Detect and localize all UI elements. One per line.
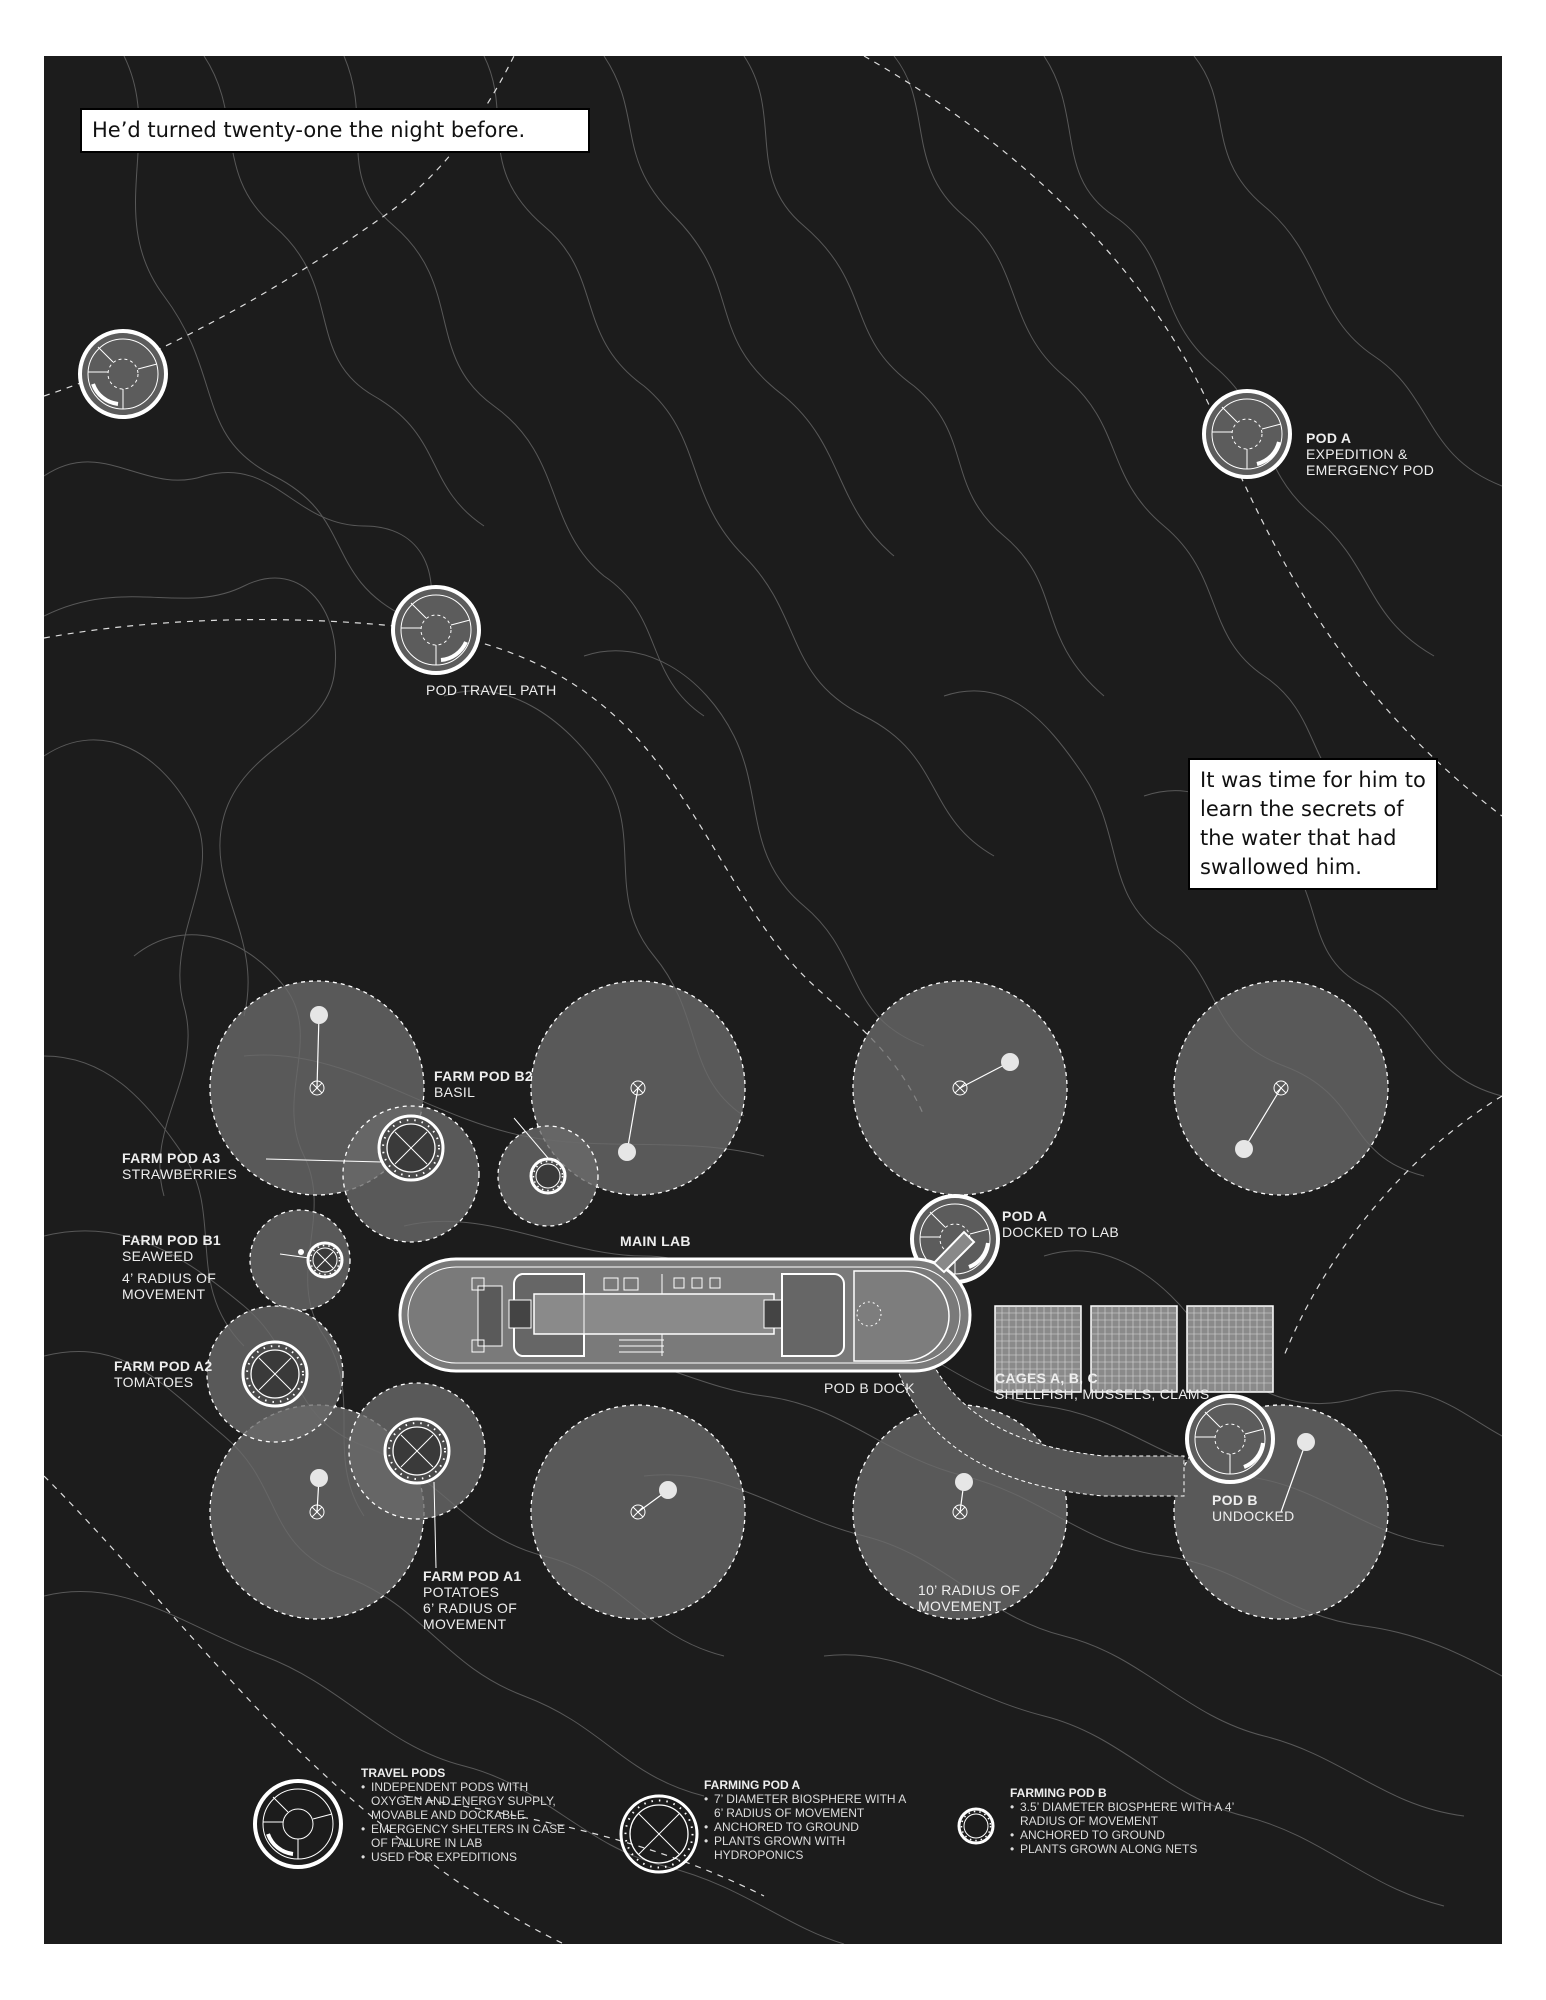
caption-top: He’d turned twenty-one the night before. xyxy=(80,108,590,153)
legend-farming-pod-b-title: FARMING POD B xyxy=(1010,1786,1107,1800)
label-farm-pod-a3-title: FARM POD A3 xyxy=(122,1150,221,1166)
label-pod-b-dock: POD B DOCK xyxy=(824,1380,915,1396)
floating-biospheres xyxy=(310,1006,1315,1499)
label-pod-a-docked-sub: DOCKED TO LAB xyxy=(1002,1224,1119,1240)
label-pod-b-sub: UNDOCKED xyxy=(1212,1508,1295,1524)
label-pod-a-sub: EXPEDITION & EMERGENCY POD xyxy=(1306,446,1435,478)
label-pod-a-title: POD A xyxy=(1306,430,1352,446)
legend-farming-pod-a-list: 7’ DIAMETER BIOSPHERE WITH A 6’ RADIUS O… xyxy=(704,1792,909,1862)
cage-grids xyxy=(995,1306,1273,1392)
label-farm-pod-a1-sub: POTATOES xyxy=(423,1584,500,1600)
label-farm-pod-b1: FARM POD B1 SEAWEED 4’ RADIUS OF MOVEMEN… xyxy=(122,1232,232,1302)
label-farm-pod-b1-title: FARM POD B1 xyxy=(122,1232,221,1248)
label-farm-pod-b1-sub: SEAWEED xyxy=(122,1248,194,1264)
travel-pod-top-left xyxy=(78,329,168,419)
cages xyxy=(994,1305,1274,1393)
main-lab xyxy=(398,1230,976,1373)
cage-b xyxy=(1090,1305,1178,1393)
label-farm-pod-a1: FARM POD A1 POTATOES 6’ RADIUS OF MOVEME… xyxy=(423,1568,533,1632)
caption-middle: It was time for him to learn the secrets… xyxy=(1188,758,1438,890)
farm-pod-b2 xyxy=(529,1157,567,1195)
site-plan xyxy=(44,56,1502,1944)
legend-farming-pod-a-item: 7’ DIAMETER BIOSPHERE WITH A 6’ RADIUS O… xyxy=(704,1792,909,1820)
legend-farming-pod-b-item: 3.5’ DIAMETER BIOSPHERE WITH A 4’ RADIUS… xyxy=(1010,1800,1240,1828)
label-pod-travel-path: POD TRAVEL PATH xyxy=(426,682,557,698)
legend-farming-pod-b-item: PLANTS GROWN ALONG NETS xyxy=(1010,1842,1240,1856)
legend-travel-pods-title: TRAVEL PODS xyxy=(361,1766,446,1780)
legend-farming-pod-a-item: PLANTS GROWN WITH HYDROPONICS xyxy=(704,1834,909,1862)
cage-a xyxy=(994,1305,1082,1393)
legend-farming-pod-a-item: ANCHORED TO GROUND xyxy=(704,1820,909,1834)
legend-farming-pod-b-icon xyxy=(957,1807,995,1845)
label-pod-b: POD B UNDOCKED xyxy=(1212,1492,1295,1524)
label-pod-a-docked-title: POD A xyxy=(1002,1208,1048,1224)
travel-pod-path xyxy=(391,585,481,675)
farm-pod-a3 xyxy=(377,1114,445,1182)
map-board: He’d turned twenty-one the night before.… xyxy=(44,56,1502,1944)
zone-farm-pod-b1 xyxy=(249,1209,351,1311)
label-farm-pod-b2-sub: BASIL xyxy=(434,1084,476,1100)
anchor-points xyxy=(309,1080,1289,1520)
label-cages-sub: SHELLFISH, MUSSELS, CLAMS xyxy=(995,1386,1210,1402)
label-farm-pod-a2: FARM POD A2 TOMATOES xyxy=(114,1358,212,1390)
cage-c xyxy=(1186,1305,1274,1393)
label-ten-radius: 10’ RADIUS OF MOVEMENT xyxy=(918,1582,1021,1614)
legend-travel-pods-list: INDEPENDENT PODS WITH OXYGEN AND ENERGY … xyxy=(361,1780,576,1864)
label-farm-pod-a2-sub: TOMATOES xyxy=(114,1374,194,1390)
legend-farming-pod-b-list: 3.5’ DIAMETER BIOSPHERE WITH A 4’ RADIUS… xyxy=(1010,1800,1240,1856)
leader-lines xyxy=(265,1117,549,1569)
legend-travel-pods-item: USED FOR EXPEDITIONS xyxy=(361,1850,576,1864)
legend-travel-pods-item: INDEPENDENT PODS WITH OXYGEN AND ENERGY … xyxy=(361,1780,576,1822)
legend-travel-pod-icon xyxy=(253,1779,343,1869)
label-farm-pod-b2: FARM POD B2 BASIL xyxy=(434,1068,533,1100)
label-pod-a: POD A EXPEDITION & EMERGENCY POD xyxy=(1306,430,1456,478)
label-main-lab: MAIN LAB xyxy=(620,1233,691,1249)
travel-pod-a-top-right xyxy=(1202,389,1292,479)
label-farm-pod-a1-radius: 6’ RADIUS OF MOVEMENT xyxy=(423,1600,518,1632)
label-pod-b-title: POD B xyxy=(1212,1492,1258,1508)
label-cages: CAGES A, B, C SHELLFISH, MUSSELS, CLAMS xyxy=(995,1370,1209,1402)
label-farm-pod-b2-title: FARM POD B2 xyxy=(434,1068,533,1084)
legend-farming-pod-a-icon xyxy=(619,1794,699,1874)
farm-pod-a1 xyxy=(383,1417,451,1485)
label-farm-pod-b1-radius: 4’ RADIUS OF MOVEMENT xyxy=(122,1270,217,1302)
label-farm-pod-a3-sub: STRAWBERRIES xyxy=(122,1166,238,1182)
farm-pod-a2 xyxy=(241,1340,309,1408)
farm-pod-b1 xyxy=(306,1241,344,1279)
legend-farming-pod-b-item: ANCHORED TO GROUND xyxy=(1010,1828,1240,1842)
legend-travel-pods-item: EMERGENCY SHELTERS IN CASE OF FAILURE IN… xyxy=(361,1822,576,1850)
label-pod-a-docked: POD A DOCKED TO LAB xyxy=(1002,1208,1119,1240)
legend-farming-pod-a-title: FARMING POD A xyxy=(704,1778,801,1792)
label-farm-pod-a3: FARM POD A3 STRAWBERRIES xyxy=(122,1150,237,1182)
label-farm-pod-a1-title: FARM POD A1 xyxy=(423,1568,522,1584)
label-cages-title: CAGES A, B, C xyxy=(995,1370,1098,1386)
label-farm-pod-a2-title: FARM POD A2 xyxy=(114,1358,213,1374)
travel-pod-b-undocked xyxy=(1185,1394,1275,1484)
